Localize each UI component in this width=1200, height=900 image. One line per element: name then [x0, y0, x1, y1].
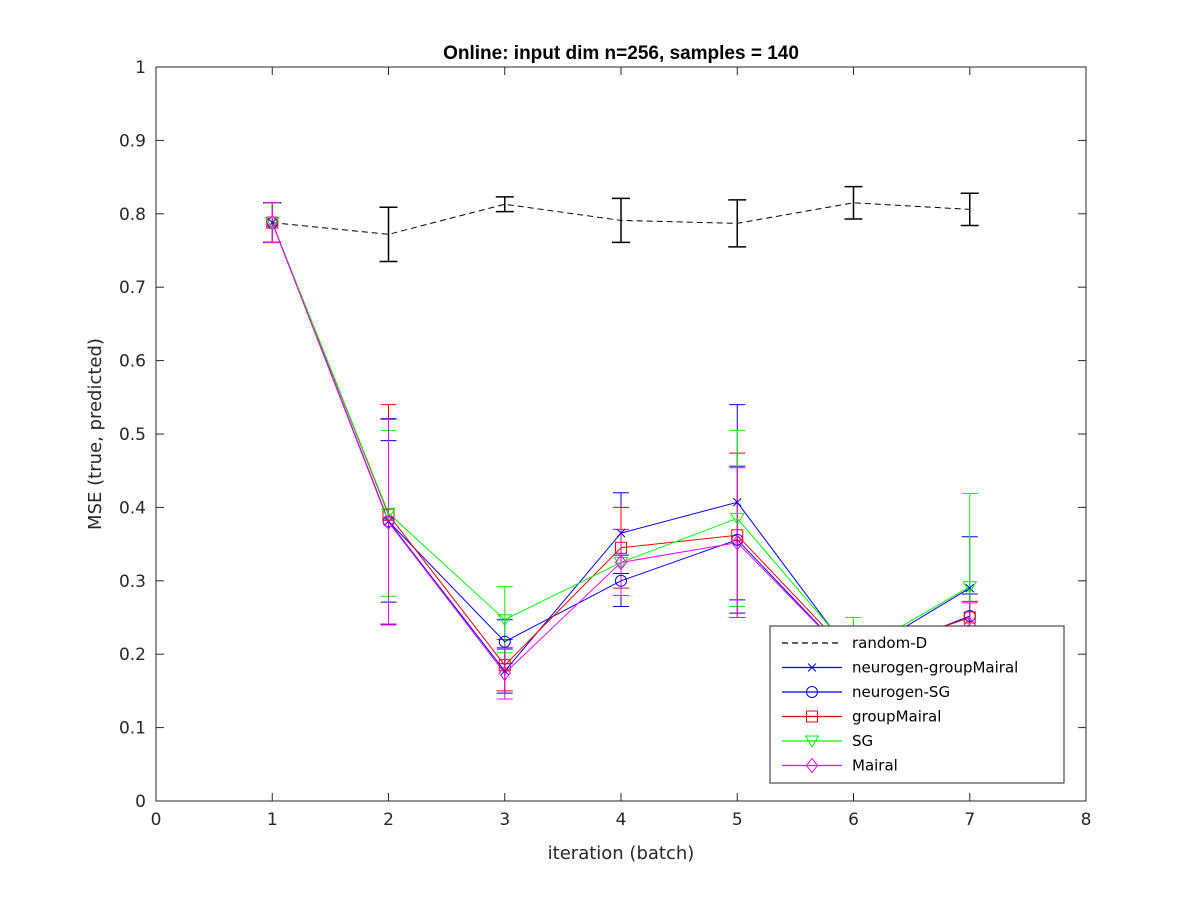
y-tick-label: 0.6 — [119, 352, 146, 372]
data-point-neurogen-groupmairal — [616, 528, 626, 538]
data-point-neurogen-sg — [498, 635, 511, 648]
data-point-sg — [962, 581, 978, 594]
series-markers — [264, 214, 978, 682]
y-tick-label: 0.3 — [119, 572, 146, 592]
data-point-mairal — [731, 534, 744, 551]
legend-marker-neurogen-sg — [806, 686, 818, 698]
y-tick-label: 0.8 — [119, 205, 146, 225]
data-point-sg — [613, 556, 629, 570]
series-line-random-d — [272, 202, 970, 235]
data-point-neurogen-groupmairal — [965, 583, 975, 593]
chart-title: Online: input dim n=256, samples = 140 — [443, 43, 799, 64]
y-tick-label: 0.4 — [119, 498, 146, 518]
data-point-sg — [381, 507, 396, 521]
x-tick-label: 5 — [732, 810, 743, 830]
axis-ticks: 0 1 2 3 4 5 6 7 8 0 0.1 0.2 0.3 0.4 0.5 0.6 0.7 0.8 0.9 1 — [119, 58, 1091, 830]
data-point-sg — [264, 217, 280, 230]
legend-marker-neurogen-groupmairal — [807, 663, 817, 672]
error-bar-random-d — [495, 196, 514, 213]
error-bar-random-d — [844, 185, 863, 220]
legend-label-sg: SG — [852, 732, 873, 750]
x-tick-label: 7 — [964, 810, 975, 830]
legend: random-D neurogen-groupMairal neurogen-SG g… — [769, 625, 1065, 784]
x-axis-label: iteration (batch) — [548, 843, 695, 864]
y-tick-label: 0.9 — [119, 131, 146, 151]
data-point-groupmairal — [731, 529, 744, 542]
data-point-neurogen-sg — [615, 574, 627, 587]
data-point-mairal — [498, 665, 511, 682]
x-tick-label: 6 — [848, 810, 859, 830]
data-point-groupmairal — [498, 659, 511, 672]
data-point-groupmairal — [615, 541, 627, 554]
legend-label-groupmairal: groupMairal — [852, 708, 941, 726]
data-point-mairal — [614, 554, 628, 571]
legend-label-neurogen-sg: neurogen-SG — [852, 683, 950, 701]
data-point-neurogen-groupmairal — [732, 497, 742, 507]
legend-marker-sg — [804, 735, 820, 748]
x-tick-label: 2 — [383, 810, 394, 830]
legend-label-neurogen-groupmairal: neurogen-groupMairal — [852, 659, 1018, 677]
legend-label-random-d: random-D — [852, 634, 927, 652]
x-tick-label: 3 — [499, 810, 510, 830]
data-point-mairal — [266, 214, 279, 231]
y-tick-label: 0.1 — [119, 719, 146, 739]
x-tick-label: 0 — [151, 810, 162, 830]
x-tick-label: 1 — [267, 810, 278, 830]
y-tick-label: 0 — [135, 792, 146, 812]
error-bar-random-d — [379, 206, 398, 263]
x-tick-label: 4 — [616, 810, 627, 830]
data-point-groupmairal — [963, 611, 976, 624]
y-tick-label: 1 — [135, 58, 146, 78]
legend-marker-mairal — [805, 757, 819, 774]
y-tick-label: 0.7 — [119, 278, 146, 298]
data-point-neurogen-groupmairal — [267, 218, 277, 227]
data-point-sg — [497, 614, 513, 627]
legend-box — [769, 625, 1065, 784]
legend-label-mairal: Mairal — [852, 757, 898, 775]
y-tick-label: 0.2 — [119, 645, 146, 665]
legend-marker-groupmairal — [806, 710, 818, 723]
y-tick-label: 0.5 — [119, 425, 146, 445]
x-tick-label: 8 — [1081, 810, 1092, 830]
data-point-sg — [729, 512, 745, 526]
data-point-mairal — [382, 514, 395, 530]
y-axis-label: MSE (true, predicted) — [85, 338, 106, 530]
